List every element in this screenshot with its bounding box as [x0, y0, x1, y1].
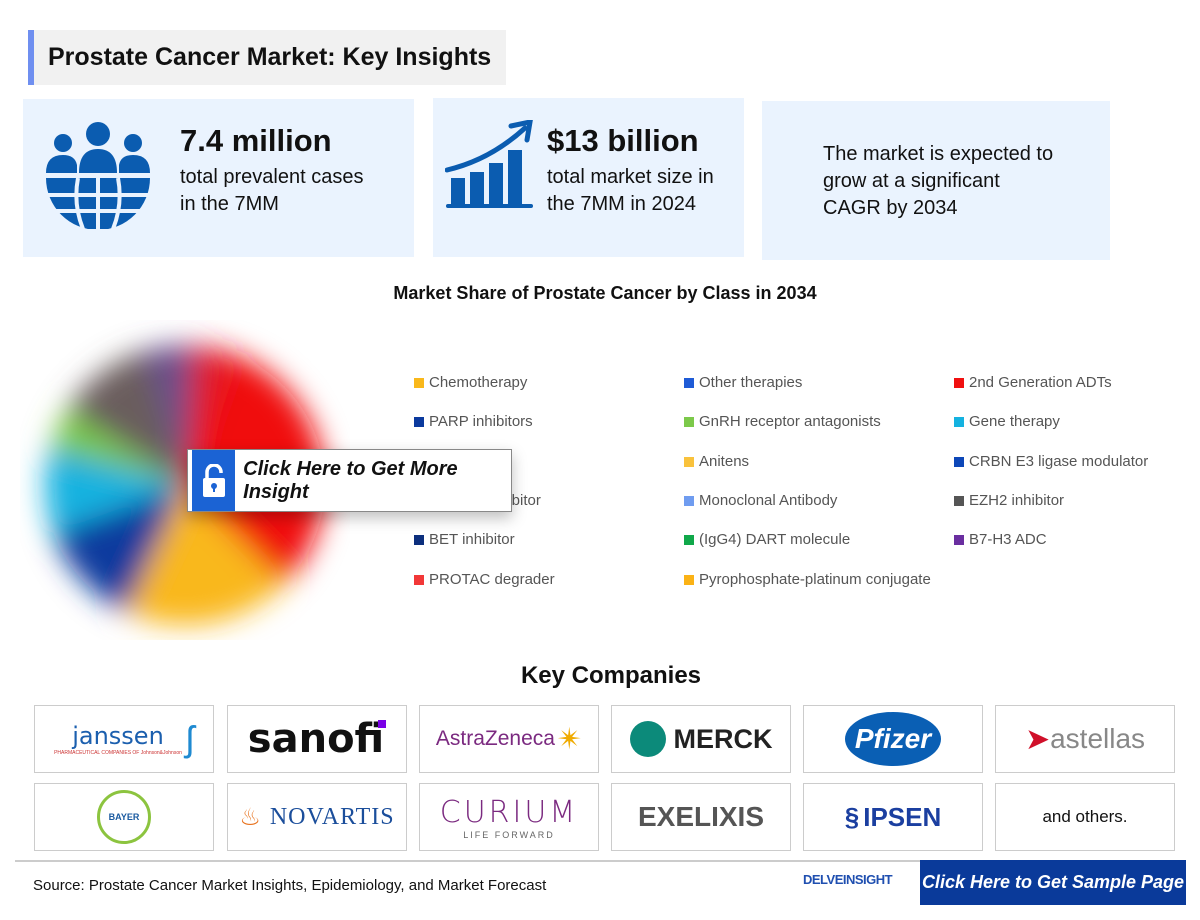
logo-exelixis: EXELIXIS — [611, 783, 791, 851]
legend-swatch — [954, 377, 964, 388]
people-globe-icon — [46, 122, 150, 229]
legend-item: Pyrophosphate-platinum conjugate — [684, 571, 931, 588]
cagr-line2: grow at a significant — [823, 170, 1000, 192]
prevalence-card: 7.4 million total prevalent cases in the… — [23, 99, 414, 257]
legend-label: B7-H3 ADC — [969, 531, 1047, 548]
legend-swatch — [954, 416, 964, 427]
legend-label: (IgG4) DART molecule — [699, 531, 851, 548]
legend-item: CRBN E3 ligase modulator — [954, 453, 1148, 470]
logo-merck: MERCK — [611, 705, 791, 773]
legend-item: EZH2 inhibitor — [954, 492, 1064, 509]
prevalence-value: 7.4 million — [180, 123, 332, 158]
legend-item: PROTAC degrader — [414, 571, 555, 588]
legend-item: GnRH receptor antagonists — [684, 413, 881, 430]
growth-chart-icon — [445, 120, 533, 208]
legend-swatch — [414, 534, 424, 545]
source-text: Source: Prostate Cancer Market Insights,… — [33, 877, 547, 894]
pie-chart — [45, 345, 325, 625]
logo-novartis: ♨ NOVARTIS — [227, 783, 407, 851]
legend-swatch — [684, 574, 694, 585]
legend-swatch — [954, 456, 964, 467]
legend-label: Other therapies — [699, 374, 803, 391]
legend-label: Monoclonal Antibody — [699, 492, 838, 509]
legend-item: BET inhibitor — [414, 531, 515, 548]
cagr-line1: The market is expected to — [823, 143, 1054, 165]
legend-item: B7-H3 ADC — [954, 531, 1047, 548]
legend-swatch — [954, 495, 964, 506]
legend-item: Other therapies — [684, 374, 802, 391]
legend-label: EZH2 inhibitor — [969, 492, 1065, 509]
page-title: Prostate Cancer Market: Key Insights — [28, 30, 506, 85]
logo-pfizer: Pfizer — [803, 705, 983, 773]
pie-slice — [144, 345, 193, 485]
legend-label: Anitens — [699, 453, 750, 470]
legend-item: (IgG4) DART molecule — [684, 531, 850, 548]
and-others: and others. — [995, 783, 1175, 851]
market-size-line1: total market size in — [547, 166, 714, 188]
legend-swatch — [414, 416, 424, 427]
legend-label: CRBN E3 ligase modulator — [969, 453, 1149, 470]
legend-swatch — [954, 534, 964, 545]
prevalence-line1: total prevalent cases — [180, 166, 364, 188]
delveinsight-logo: DELVEINSIGHT — [803, 872, 893, 887]
legend-swatch — [414, 377, 424, 388]
legend-item: Monoclonal Antibody — [684, 492, 837, 509]
legend-item: PARP inhibitors — [414, 413, 533, 430]
legend-swatch — [684, 495, 694, 506]
prevalence-line2: in the 7MM — [180, 193, 279, 215]
pie-slice — [53, 485, 186, 612]
logo-curium: CURIUM LIFE FORWARD — [419, 783, 599, 851]
cagr-line3: CAGR by 2034 — [823, 197, 958, 219]
logo-astrazeneca: AstraZeneca ✴ — [419, 705, 599, 773]
legend-label: PARP inhibitors — [429, 413, 533, 430]
market-size-line2: the 7MM in 2024 — [547, 193, 696, 215]
legend-swatch — [684, 377, 694, 388]
pie-slice — [49, 408, 185, 485]
pie-slice — [125, 485, 284, 625]
legend-item: Gene therapy — [954, 413, 1060, 430]
logo-janssen: janssen PHARMACEUTICAL COMPANIES OF Johns… — [34, 705, 214, 773]
legend-label: Chemotherapy — [429, 374, 528, 391]
legend-item: Anitens — [684, 453, 749, 470]
chart-title: Market Share of Prostate Cancer by Class… — [393, 283, 817, 303]
legend-item: Chemotherapy — [414, 374, 527, 391]
cagr-card: The market is expected to grow at a sign… — [762, 101, 1110, 260]
unlock-icon — [192, 450, 236, 511]
legend-swatch — [684, 416, 694, 427]
market-size-card: $13 billion total market size in the 7MM… — [433, 98, 744, 257]
key-companies-title: Key Companies — [520, 662, 702, 689]
logo-sanofi: sanofi — [227, 705, 407, 773]
legend-label: 2nd Generation ADTs — [969, 374, 1112, 391]
legend-label: Gene therapy — [969, 413, 1060, 430]
legend-label: GnRH receptor antagonists — [699, 413, 881, 430]
more-insight-label: Click Here to Get More Insight — [243, 457, 458, 503]
legend-item: 2nd Generation ADTs — [954, 374, 1112, 391]
legend-label: Pyrophosphate-platinum conjugate — [699, 571, 931, 588]
legend-swatch — [414, 574, 424, 585]
logo-ipsen: § IPSEN — [803, 783, 983, 851]
logo-astellas: ➤ astellas — [995, 705, 1175, 773]
legend-label: PROTAC degrader — [429, 571, 555, 588]
more-insight-button[interactable]: Click Here to Get More Insight — [187, 449, 512, 512]
pie-slice — [67, 351, 185, 485]
footer-divider — [15, 860, 1185, 862]
legend-swatch — [684, 456, 694, 467]
market-size-value: $13 billion — [547, 123, 699, 158]
legend-swatch — [684, 534, 694, 545]
sample-page-button[interactable]: Click Here to Get Sample Page — [920, 860, 1186, 908]
legend-label: BET inhibitor — [429, 531, 515, 548]
pie-slice — [45, 448, 185, 533]
logo-bayer: BAYER — [34, 783, 214, 851]
